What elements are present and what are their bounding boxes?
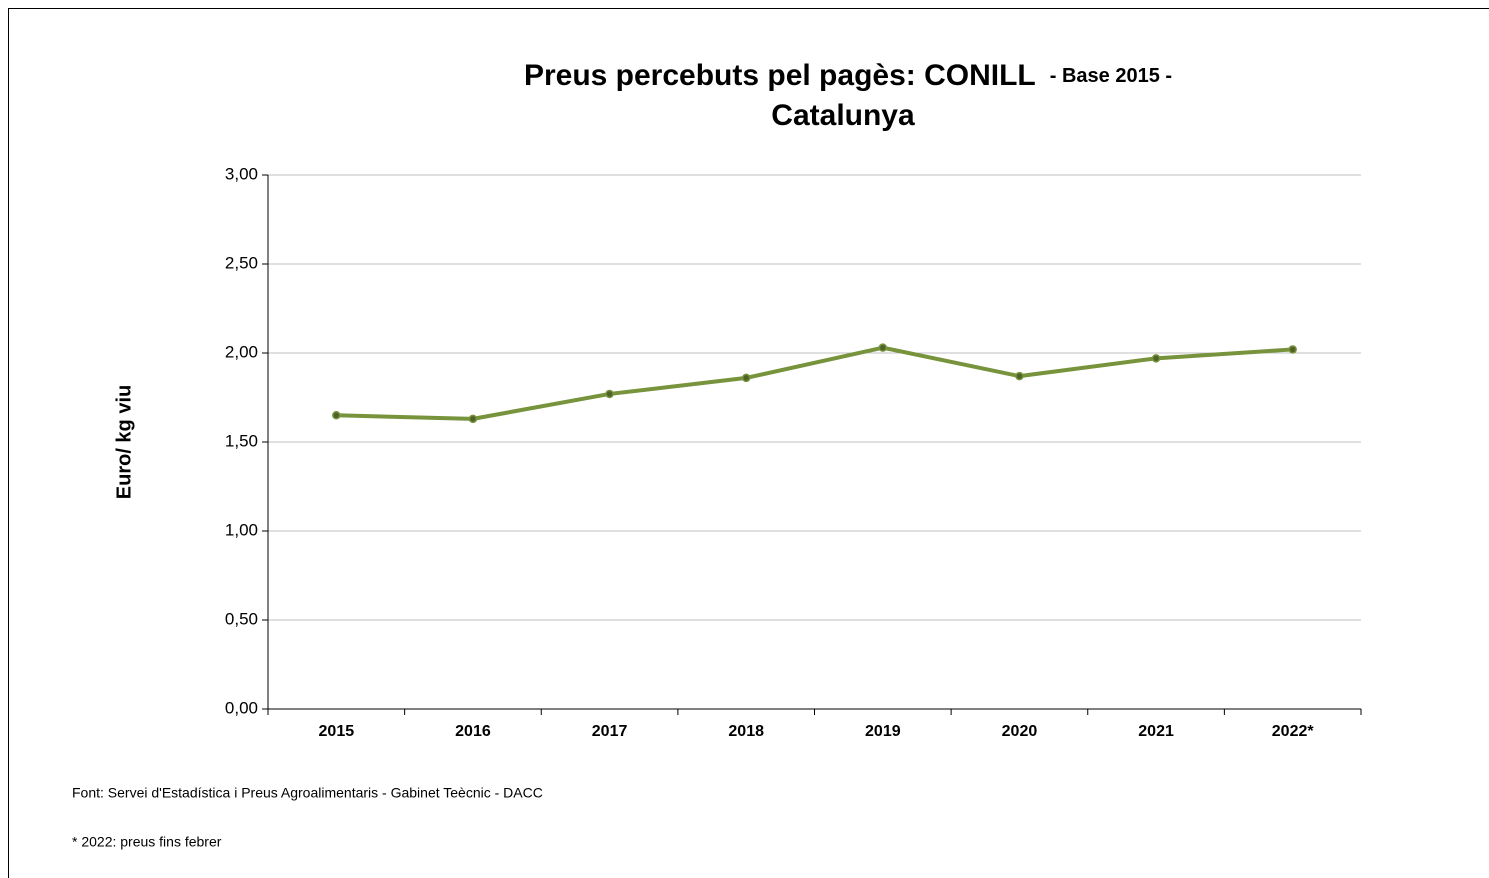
x-tick-label: 2019: [865, 723, 901, 740]
x-tick-label: 2017: [592, 723, 628, 740]
data-point: [468, 414, 478, 424]
data-point: [1015, 371, 1024, 381]
y-tick-label: 1,50: [225, 431, 258, 450]
footnote: * 2022: preus fins febrer: [72, 834, 222, 850]
data-point: [605, 389, 614, 399]
x-tick-label: 2018: [728, 723, 764, 740]
x-tick-label: 2020: [1002, 723, 1038, 740]
x-tick-label: 2015: [319, 723, 355, 740]
y-tick-label: 2,00: [225, 342, 258, 361]
data-point: [332, 411, 341, 420]
title-sub: - Base 2015 -: [1050, 65, 1172, 87]
series-line: [336, 345, 1293, 421]
y-tick-label: 0,00: [225, 698, 258, 717]
chart-title-line2: Catalunya: [771, 99, 915, 132]
data-point: [741, 373, 751, 383]
y-axis-label: Euro/ kg viu: [113, 385, 135, 499]
x-tick-label: 2016: [455, 723, 491, 740]
y-tick-label: 2,50: [225, 253, 258, 272]
chart-title: Preus percebuts pel pagès: CONILL - Base …: [524, 59, 1172, 92]
y-tick-label: 1,00: [225, 520, 258, 539]
x-tick-label: 2021: [1138, 723, 1174, 740]
chart-frame: [8, 8, 1489, 878]
title-main: Preus percebuts pel pagès: CONILL: [524, 59, 1036, 92]
data-point: [1288, 345, 1297, 354]
source-note: Font: Servei d'Estadística i Preus Agroa…: [72, 785, 543, 801]
data-point: [1151, 354, 1161, 363]
y-tick-label: 3,00: [225, 164, 258, 183]
x-tick-label: 2022*: [1272, 723, 1315, 740]
data-point: [878, 343, 888, 352]
y-tick-label: 0,50: [225, 609, 258, 628]
